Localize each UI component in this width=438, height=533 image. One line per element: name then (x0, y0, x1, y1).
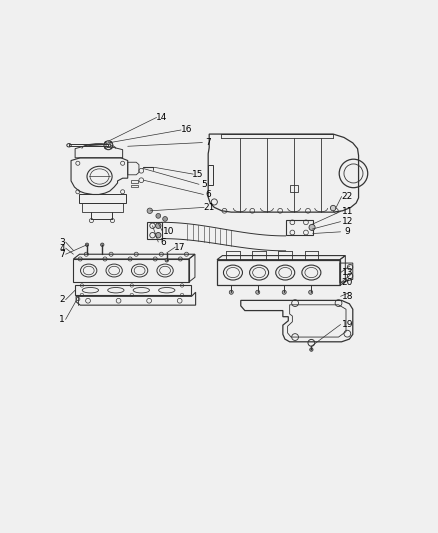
Circle shape (310, 348, 313, 351)
Circle shape (110, 142, 112, 143)
Circle shape (256, 290, 260, 294)
Circle shape (147, 208, 152, 214)
Text: 13: 13 (342, 268, 353, 277)
Text: 7: 7 (59, 250, 65, 259)
Text: 9: 9 (344, 228, 350, 236)
Text: 11: 11 (342, 207, 353, 216)
Text: 14: 14 (156, 112, 167, 122)
Circle shape (156, 214, 161, 218)
Text: 19: 19 (342, 320, 353, 329)
Text: 4: 4 (60, 244, 65, 253)
Text: 20: 20 (342, 278, 353, 287)
Text: 18: 18 (342, 292, 353, 301)
Circle shape (155, 223, 161, 229)
Circle shape (309, 290, 313, 294)
Circle shape (155, 232, 161, 238)
Circle shape (282, 290, 286, 294)
Text: 17: 17 (174, 243, 185, 252)
Circle shape (105, 142, 106, 143)
Text: 16: 16 (181, 125, 193, 134)
Circle shape (309, 224, 315, 230)
Circle shape (101, 243, 104, 246)
Text: 2: 2 (60, 295, 65, 304)
Text: 3: 3 (59, 238, 65, 246)
Circle shape (165, 259, 169, 262)
Text: 1: 1 (59, 315, 65, 324)
Circle shape (85, 243, 88, 246)
Text: 7: 7 (205, 138, 211, 147)
Text: 6: 6 (160, 238, 166, 246)
Circle shape (229, 290, 233, 294)
Text: 22: 22 (342, 192, 353, 201)
Text: 5: 5 (201, 180, 207, 189)
Text: 10: 10 (162, 228, 174, 236)
Circle shape (110, 148, 112, 149)
Text: 12: 12 (342, 217, 353, 226)
Circle shape (162, 216, 167, 221)
Text: 21: 21 (204, 203, 215, 212)
Text: 15: 15 (191, 169, 203, 179)
Text: 6: 6 (206, 190, 212, 199)
Circle shape (105, 148, 106, 149)
Circle shape (330, 205, 336, 211)
